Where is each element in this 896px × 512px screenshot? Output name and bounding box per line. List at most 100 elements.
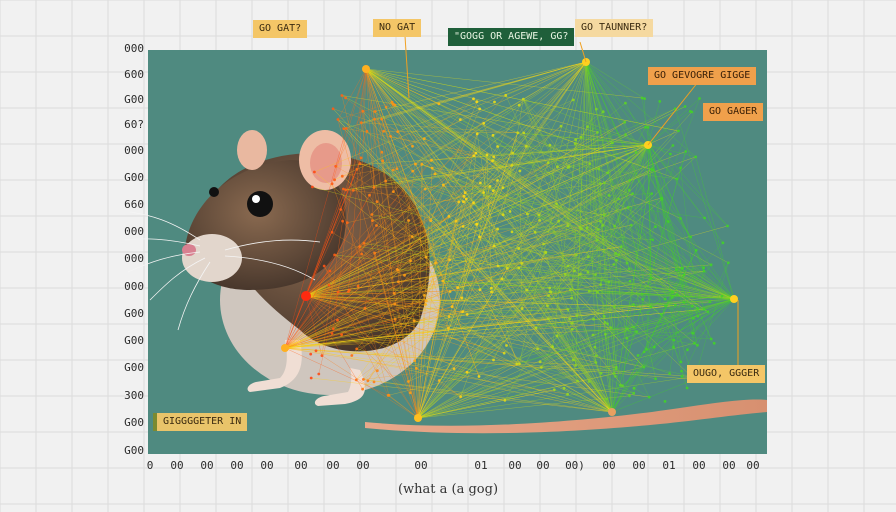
node <box>330 230 334 234</box>
edge <box>284 347 568 395</box>
node <box>359 121 363 124</box>
node <box>396 280 400 284</box>
node <box>587 289 591 293</box>
edge <box>493 252 546 361</box>
node <box>479 181 482 185</box>
node <box>510 230 514 234</box>
edge <box>365 68 712 266</box>
edge <box>365 68 395 294</box>
edge <box>535 327 670 374</box>
node <box>475 100 479 104</box>
edge <box>547 162 589 273</box>
edge <box>408 327 537 382</box>
edge <box>417 262 436 419</box>
node <box>454 219 458 223</box>
node <box>381 159 385 163</box>
node <box>334 164 338 168</box>
edge <box>284 169 358 349</box>
node <box>586 125 589 129</box>
edge <box>611 260 617 413</box>
node <box>612 263 616 266</box>
rat-eye-small <box>209 187 219 197</box>
edge <box>347 196 465 223</box>
node <box>555 334 559 338</box>
node <box>647 395 651 399</box>
edge <box>430 220 537 328</box>
edge <box>633 291 673 389</box>
node <box>556 165 559 169</box>
edge <box>457 278 503 288</box>
annotation-4: GO TAUNNER? <box>575 19 654 37</box>
node <box>679 166 682 170</box>
edge <box>430 101 478 221</box>
edge <box>548 295 569 310</box>
edge <box>404 202 474 276</box>
hub-node <box>608 408 616 416</box>
node <box>547 294 550 298</box>
edge <box>284 132 598 349</box>
rat-eye-highlight <box>252 195 260 203</box>
edge <box>518 267 613 413</box>
edge <box>284 162 549 349</box>
node <box>503 398 507 402</box>
node <box>391 168 395 172</box>
edge <box>661 98 700 199</box>
edge <box>455 198 467 222</box>
edge <box>425 257 517 364</box>
edge <box>608 281 694 319</box>
node <box>420 162 424 166</box>
node <box>677 129 680 133</box>
node <box>706 310 710 314</box>
node <box>395 167 399 171</box>
edge <box>448 165 513 217</box>
hub-node <box>414 414 422 422</box>
edge <box>694 262 729 380</box>
node <box>645 347 648 351</box>
edge <box>536 298 735 329</box>
node <box>333 178 336 182</box>
edge <box>526 146 613 413</box>
edge <box>492 160 539 216</box>
node <box>433 172 437 176</box>
edge <box>424 138 459 202</box>
edge <box>364 297 462 309</box>
edge <box>570 169 654 291</box>
node <box>492 244 496 248</box>
edge <box>388 395 419 419</box>
edge <box>305 160 432 297</box>
edge <box>492 99 574 136</box>
node <box>542 242 545 246</box>
node <box>674 303 677 307</box>
node <box>632 303 635 306</box>
edge <box>284 304 676 349</box>
edge <box>537 298 735 350</box>
edge <box>569 318 576 366</box>
node <box>702 307 706 311</box>
edge <box>425 257 613 413</box>
edge <box>518 227 581 268</box>
node <box>606 171 609 175</box>
edge <box>647 144 724 243</box>
node <box>462 200 465 204</box>
edge <box>585 61 616 377</box>
edge <box>491 267 520 289</box>
edge <box>523 98 601 184</box>
edge <box>462 309 568 312</box>
edge <box>305 295 517 364</box>
node <box>534 326 538 330</box>
edge <box>318 291 339 375</box>
node <box>340 174 344 178</box>
edge <box>557 317 694 337</box>
edge <box>383 131 504 215</box>
edge <box>680 167 699 317</box>
edge <box>647 127 683 269</box>
edge <box>473 202 613 413</box>
node <box>502 351 506 355</box>
edge <box>305 270 705 297</box>
edge <box>415 163 498 181</box>
edge <box>284 291 551 349</box>
edge <box>647 101 661 146</box>
node <box>356 284 360 288</box>
annotation-6: GO GAGER <box>703 103 764 121</box>
node <box>407 380 410 383</box>
